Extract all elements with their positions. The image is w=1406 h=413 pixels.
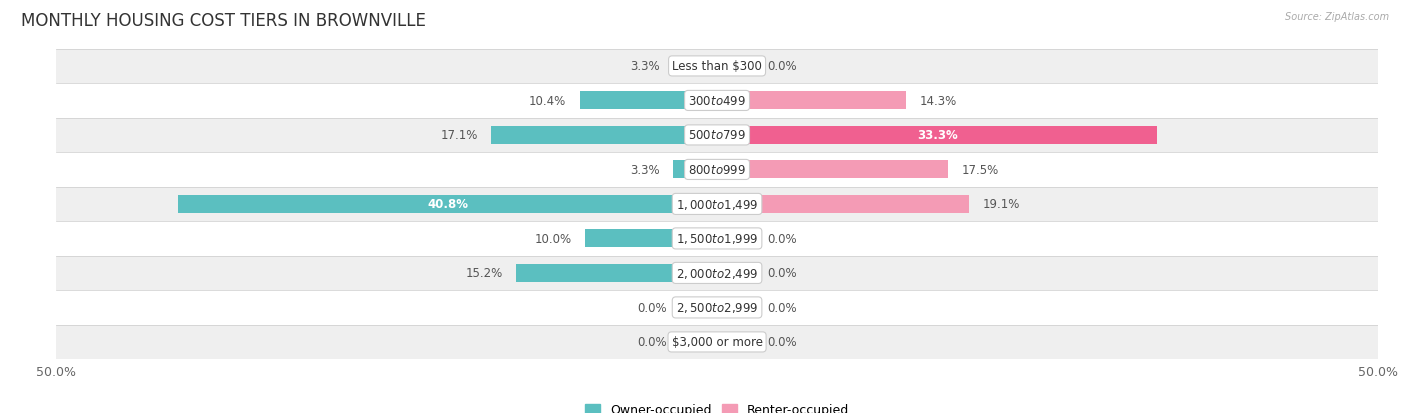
Text: 17.1%: 17.1% [440, 129, 478, 142]
Bar [673, 161, 717, 179]
Text: 40.8%: 40.8% [427, 198, 468, 211]
Bar [717, 127, 1157, 145]
Text: $500 to $799: $500 to $799 [688, 129, 747, 142]
Text: $1,500 to $1,999: $1,500 to $1,999 [676, 232, 758, 246]
Bar [717, 161, 948, 179]
Bar [717, 195, 970, 214]
Text: $800 to $999: $800 to $999 [688, 164, 747, 176]
Bar [56, 290, 1378, 325]
Bar [56, 84, 1378, 119]
Text: 10.4%: 10.4% [529, 95, 567, 108]
Bar [56, 119, 1378, 153]
Text: $3,000 or more: $3,000 or more [672, 336, 762, 349]
Text: 0.0%: 0.0% [768, 60, 797, 73]
Text: 19.1%: 19.1% [983, 198, 1021, 211]
Text: 0.0%: 0.0% [768, 233, 797, 245]
Bar [717, 230, 756, 248]
Bar [491, 127, 717, 145]
Bar [579, 92, 717, 110]
Text: 0.0%: 0.0% [768, 336, 797, 349]
Text: Source: ZipAtlas.com: Source: ZipAtlas.com [1285, 12, 1389, 22]
Bar [56, 256, 1378, 290]
Text: 3.3%: 3.3% [631, 60, 661, 73]
Text: 17.5%: 17.5% [962, 164, 998, 176]
Bar [56, 222, 1378, 256]
Text: 0.0%: 0.0% [637, 301, 666, 314]
Text: $1,000 to $1,499: $1,000 to $1,499 [676, 197, 758, 211]
Text: 0.0%: 0.0% [637, 336, 666, 349]
Bar [177, 195, 717, 214]
Text: 0.0%: 0.0% [768, 301, 797, 314]
Text: 33.3%: 33.3% [917, 129, 957, 142]
Bar [516, 264, 717, 282]
Legend: Owner-occupied, Renter-occupied: Owner-occupied, Renter-occupied [581, 398, 853, 413]
Text: $2,500 to $2,999: $2,500 to $2,999 [676, 301, 758, 315]
Bar [56, 325, 1378, 359]
Bar [717, 299, 756, 317]
Bar [585, 230, 717, 248]
Text: 15.2%: 15.2% [465, 267, 503, 280]
Bar [56, 187, 1378, 222]
Bar [717, 92, 905, 110]
Bar [678, 299, 717, 317]
Text: 3.3%: 3.3% [631, 164, 661, 176]
Text: Less than $300: Less than $300 [672, 60, 762, 73]
Bar [717, 333, 756, 351]
Text: 0.0%: 0.0% [768, 267, 797, 280]
Bar [678, 333, 717, 351]
Bar [717, 264, 756, 282]
Text: MONTHLY HOUSING COST TIERS IN BROWNVILLE: MONTHLY HOUSING COST TIERS IN BROWNVILLE [21, 12, 426, 30]
Text: $2,000 to $2,499: $2,000 to $2,499 [676, 266, 758, 280]
Bar [56, 50, 1378, 84]
Bar [717, 58, 756, 76]
Text: 10.0%: 10.0% [534, 233, 572, 245]
Bar [56, 153, 1378, 187]
Text: 14.3%: 14.3% [920, 95, 956, 108]
Bar [673, 58, 717, 76]
Text: $300 to $499: $300 to $499 [688, 95, 747, 108]
